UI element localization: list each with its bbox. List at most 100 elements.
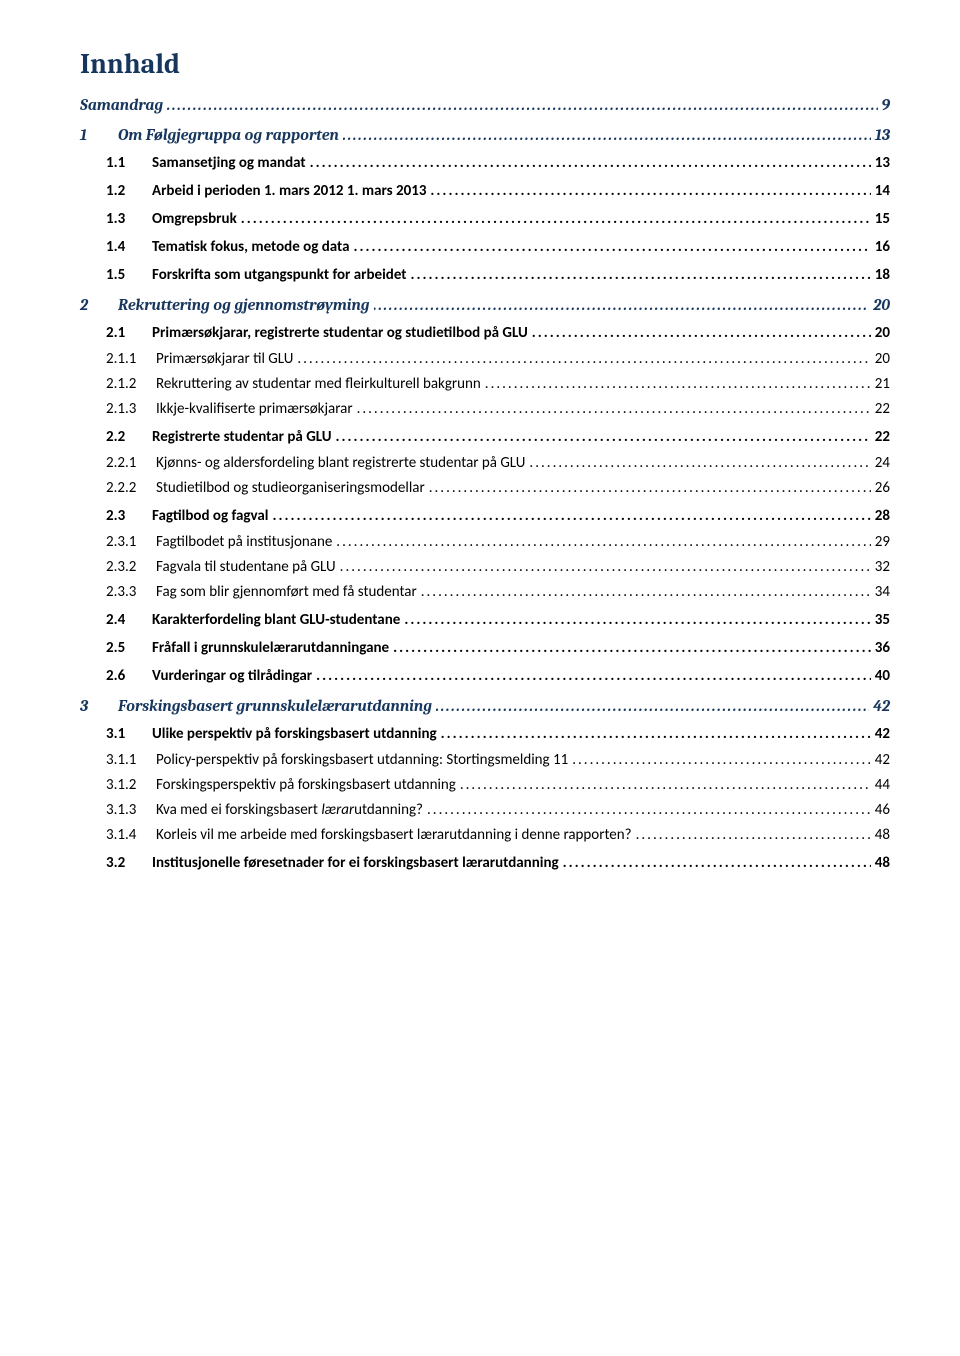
- toc-leader-dots: [354, 238, 871, 256]
- toc-leader-dots: [485, 375, 871, 393]
- toc-entry-page: 9: [882, 96, 890, 114]
- toc-entry-label: Primærsøkjarar til GLU: [156, 350, 293, 368]
- toc-entry-page: 46: [875, 801, 890, 819]
- toc-leader-dots: [572, 751, 871, 769]
- toc-entry: 2.1.1Primærsøkjarar til GLU20: [80, 350, 890, 368]
- toc-entry-page: 35: [875, 611, 890, 629]
- toc-entry: 3.1.2Forskingsperspektiv på forskingsbas…: [80, 776, 890, 794]
- toc-entry-number: 3: [80, 697, 118, 715]
- toc-entry-label: Tematisk fokus, metode og data: [152, 238, 350, 256]
- toc-entry: 1.5Forskrifta som utgangspunkt for arbei…: [80, 266, 890, 284]
- toc-leader-dots: [297, 350, 870, 368]
- toc-entry-number: 2.1.3: [106, 400, 156, 418]
- toc-entry-number: 3.1.2: [106, 776, 156, 794]
- toc-leader-dots: [336, 533, 870, 551]
- toc-entry-label: Fagtilbodet på institusjonane: [156, 533, 332, 551]
- toc-entry: 2.1.3Ikkje-kvalifiserte primærsøkjarar22: [80, 400, 890, 418]
- toc-entry-label: Rekruttering og gjennomstrøyming: [118, 296, 370, 314]
- toc-entry-label: Samansetjing og mandat: [152, 154, 306, 172]
- toc-entry-number: 2: [80, 296, 118, 314]
- toc-entry: 2.4Karakterfordeling blant GLU-studentan…: [80, 611, 890, 629]
- toc-leader-dots: [421, 583, 871, 601]
- toc-entry: 2.3.3Fag som blir gjennomført med få stu…: [80, 583, 890, 601]
- toc-entry-page: 40: [875, 667, 890, 685]
- toc-entry-page: 28: [875, 507, 890, 525]
- toc-leader-dots: [429, 479, 871, 497]
- toc-entry: 2.3Fagtilbod og fagval 28: [80, 507, 890, 525]
- toc-entry-page: 42: [875, 751, 890, 769]
- toc-entry-label: Ikkje-kvalifiserte primærsøkjarar: [156, 400, 353, 418]
- toc-entry-number: 2.3.3: [106, 583, 156, 601]
- toc-entry-page: 48: [875, 854, 890, 872]
- toc-entry: 2.1Primærsøkjarar, registrerte studentar…: [80, 324, 890, 342]
- toc-leader-dots: [532, 324, 871, 342]
- toc-entry-number: 2.1.1: [106, 350, 156, 368]
- toc-entry-page: 42: [875, 725, 890, 743]
- toc-entry: 1.3Omgrepsbruk15: [80, 210, 890, 228]
- toc-entry-number: 1.3: [106, 210, 152, 228]
- toc-title: Innhald: [80, 48, 890, 80]
- toc-leader-dots: [436, 697, 869, 715]
- toc-entry: 2.2Registrerte studentar på GLU22: [80, 428, 890, 446]
- toc-entry-label: Forskrifta som utgangspunkt for arbeidet: [152, 266, 407, 284]
- toc-entry-page: 44: [875, 776, 890, 794]
- toc-entry: 3.1.4Korleis vil me arbeide med forsking…: [80, 826, 890, 844]
- toc-entry-label: Rekruttering av studentar med fleirkultu…: [156, 375, 481, 393]
- toc-leader-dots: [343, 126, 871, 144]
- toc-entry-label: Kjønns- og aldersfordeling blant registr…: [156, 454, 525, 472]
- toc-entry-label: Primærsøkjarar, registrerte studentar og…: [152, 324, 528, 342]
- toc-entry: 2.3.1Fagtilbodet på institusjonane29: [80, 533, 890, 551]
- toc-entry-label: Arbeid i perioden 1. mars 2012 1. mars 2…: [152, 182, 426, 200]
- toc-entry-page: 42: [873, 697, 890, 715]
- toc-entry-number: 3.1: [106, 725, 152, 743]
- toc-entry-label: Forskingsperspektiv på forskingsbasert u…: [156, 776, 456, 794]
- toc-entry: 3.1.1Policy-perspektiv på forskingsbaser…: [80, 751, 890, 769]
- toc-entry-page: 16: [875, 238, 890, 256]
- toc-entry-label: Fråfall i grunnskulelærarutdanningane: [152, 639, 389, 657]
- toc-entry-number: 2.5: [106, 639, 152, 657]
- toc-entry: 3.1.3Kva med ei forskingsbasert lærarutd…: [80, 801, 890, 819]
- toc-entry-label: Om Følgjegruppa og rapporten: [118, 126, 339, 144]
- toc-entry: 2.5Fråfall i grunnskulelærarutdanningane…: [80, 639, 890, 657]
- toc-entry-label: Fagtilbod og fagval: [152, 507, 268, 525]
- toc-entry: 1.2Arbeid i perioden 1. mars 2012 1. mar…: [80, 182, 890, 200]
- toc-entry-page: 26: [875, 479, 890, 497]
- toc-entry-label: Policy-perspektiv på forskingsbasert utd…: [156, 751, 568, 769]
- toc-entry-page: 20: [873, 296, 890, 314]
- toc-entry: 2.3.2Fagvala til studentane på GLU32: [80, 558, 890, 576]
- toc-leader-dots: [316, 667, 871, 685]
- toc-entry-page: 29: [875, 533, 890, 551]
- toc-entry: 1.4Tematisk fokus, metode og data 16: [80, 238, 890, 256]
- toc-entry: 3Forskingsbasert grunnskulelærarutdannin…: [80, 697, 890, 715]
- toc-entry-page: 18: [875, 266, 890, 284]
- toc-entry-label: Kva med ei forskingsbasert lærarutdannin…: [156, 801, 423, 819]
- toc-entry-page: 24: [875, 454, 890, 472]
- toc-entry: 1Om Følgjegruppa og rapporten 13: [80, 126, 890, 144]
- toc-entry-page: 21: [875, 375, 890, 393]
- toc-leader-dots: [272, 507, 870, 525]
- toc-entry-page: 22: [875, 428, 890, 446]
- toc-entry-label: Omgrepsbruk: [152, 210, 237, 228]
- toc-entry-number: 2.3: [106, 507, 152, 525]
- toc-entry-page: 14: [875, 182, 890, 200]
- toc-leader-dots: [310, 154, 871, 172]
- toc-leader-dots: [636, 826, 871, 844]
- toc-leader-dots: [404, 611, 870, 629]
- toc-entry-page: 48: [875, 826, 890, 844]
- toc-entry-number: 2.1: [106, 324, 152, 342]
- toc-entry-number: 1.5: [106, 266, 152, 284]
- toc-entry-number: 2.3.2: [106, 558, 156, 576]
- toc-entry-label: Fagvala til studentane på GLU: [156, 558, 336, 576]
- toc-entry-number: 2.2: [106, 428, 152, 446]
- toc-leader-dots: [241, 210, 871, 228]
- toc-entry-number: 3.2: [106, 854, 152, 872]
- toc-entry-number: 1.4: [106, 238, 152, 256]
- toc-entry-page: 20: [875, 324, 890, 342]
- toc-entry-label: Studietilbod og studieorganiseringsmodel…: [156, 479, 425, 497]
- toc-entry-page: 13: [875, 126, 890, 144]
- toc-entry-label: Fag som blir gjennomført med få studenta…: [156, 583, 417, 601]
- toc-leader-dots: [441, 725, 871, 743]
- toc-entry-number: 2.6: [106, 667, 152, 685]
- toc-leader-dots: [167, 96, 877, 114]
- toc-entry-number: 1: [80, 126, 118, 144]
